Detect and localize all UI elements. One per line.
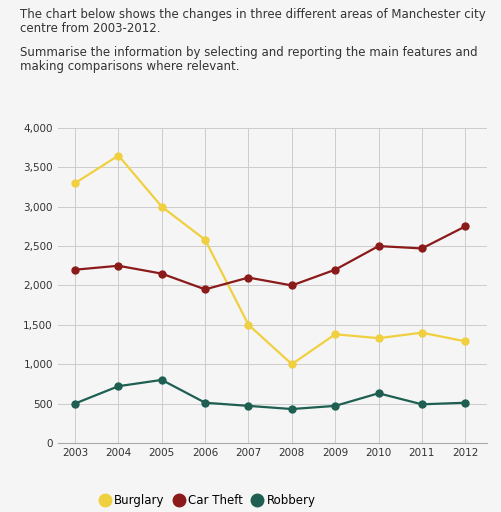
Text: Summarise the information by selecting and reporting the main features and: Summarise the information by selecting a… [20, 46, 477, 59]
Legend: Burglary, Car Theft, Robbery: Burglary, Car Theft, Robbery [95, 489, 320, 512]
Text: making comparisons where relevant.: making comparisons where relevant. [20, 60, 239, 73]
Text: The chart below shows the changes in three different areas of Manchester city: The chart below shows the changes in thr… [20, 8, 485, 20]
Text: centre from 2003-2012.: centre from 2003-2012. [20, 22, 160, 35]
